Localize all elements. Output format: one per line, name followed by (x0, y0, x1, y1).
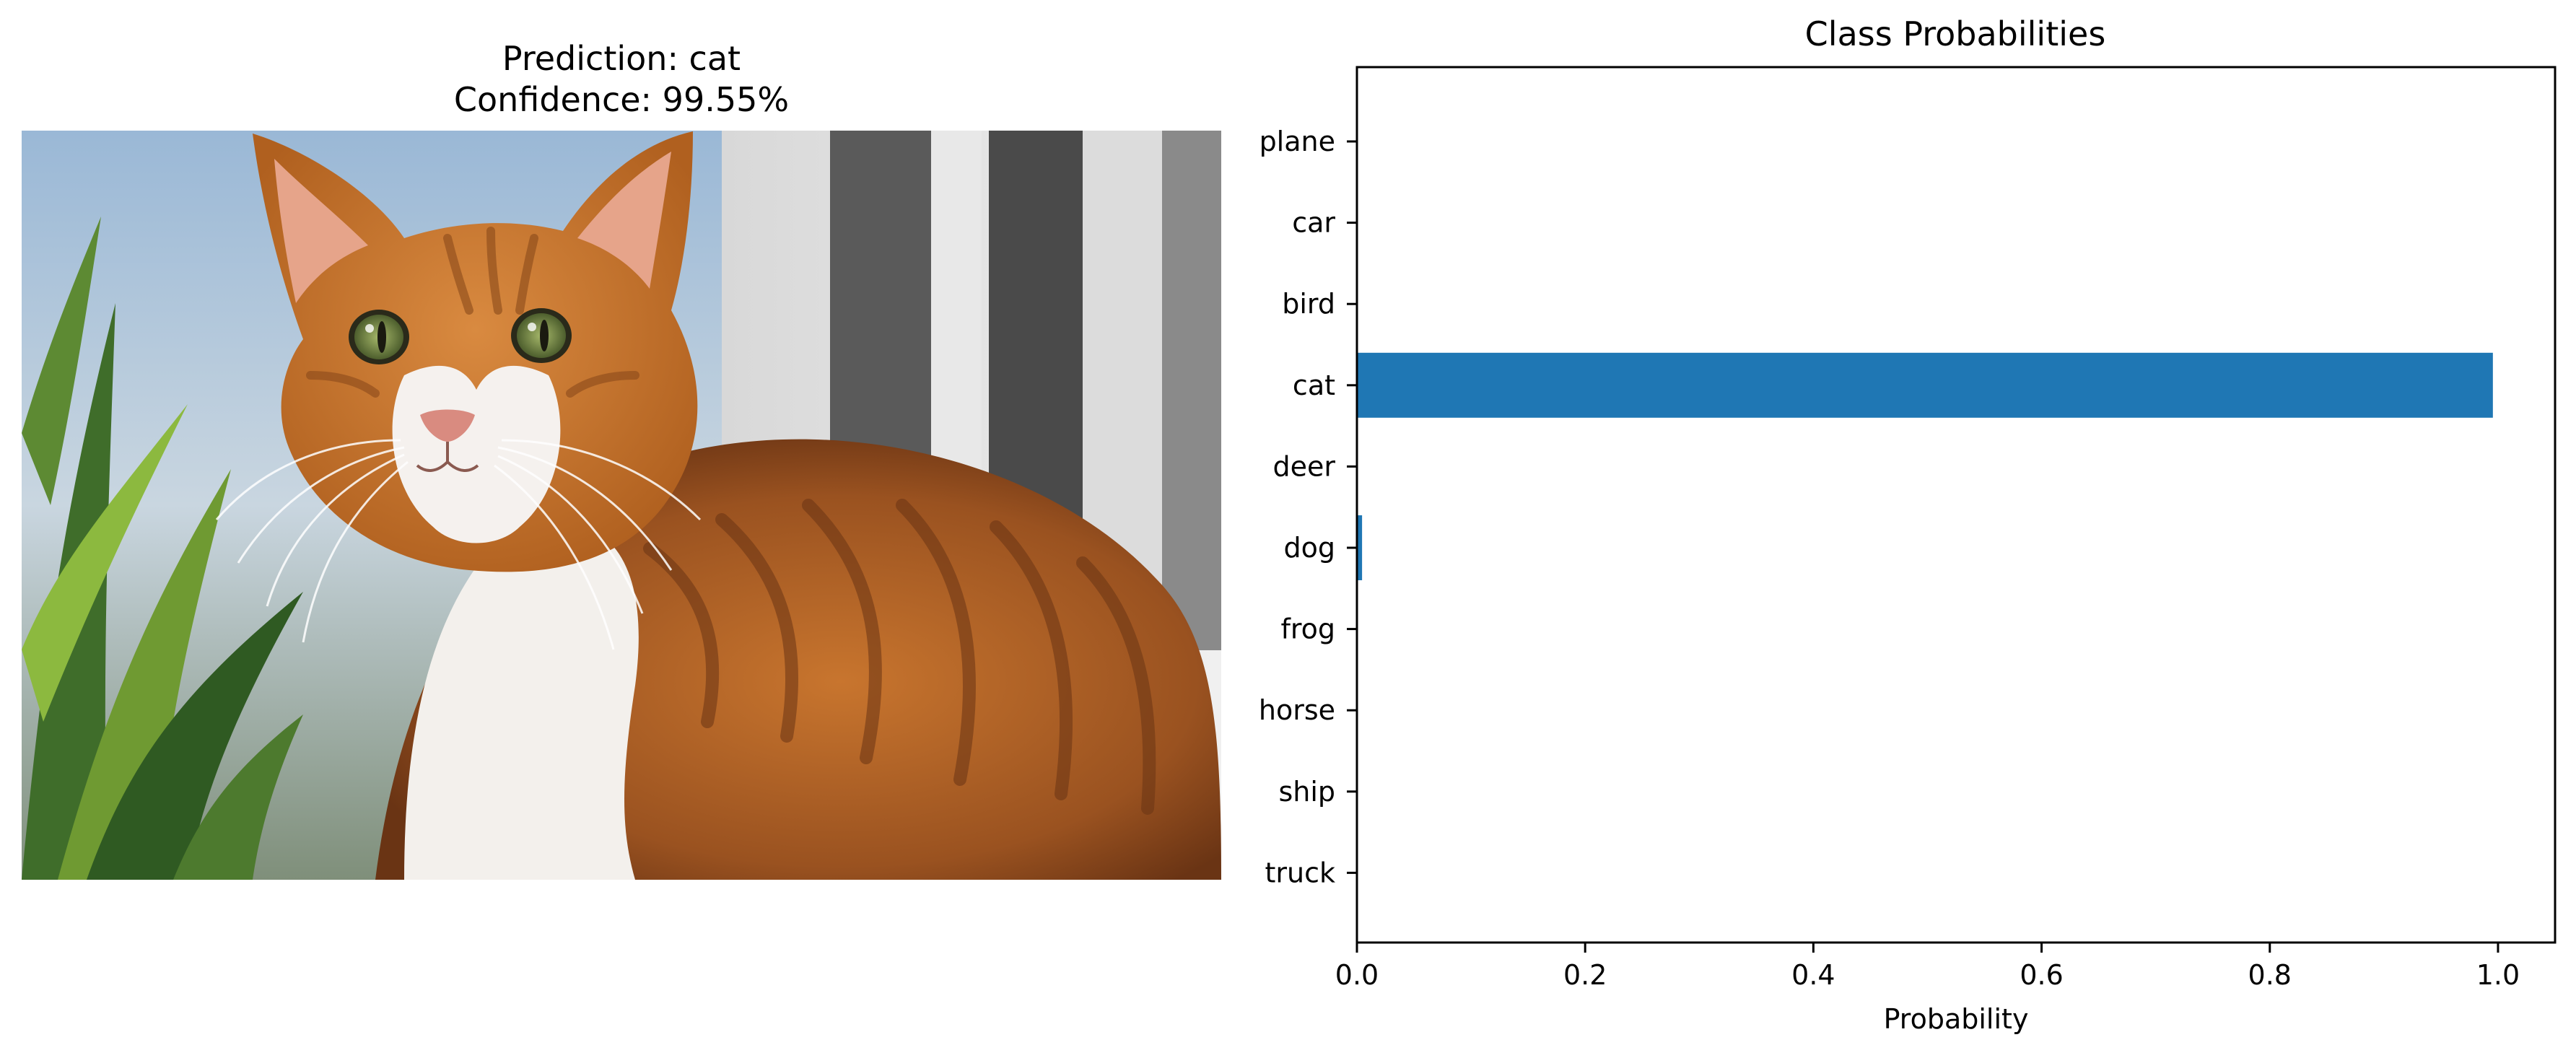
window-frame-dark-3 (1162, 131, 1221, 650)
prediction-title: Prediction: cat (502, 39, 741, 78)
y-tick-label-deer: deer (1272, 450, 1335, 482)
y-tick-label-dog: dog (1284, 532, 1336, 564)
bar-cat (1357, 352, 2493, 418)
chart-title: Class Probabilities (1805, 14, 2106, 53)
y-tick-label-plane: plane (1259, 126, 1335, 157)
y-tick-label-bird: bird (1282, 288, 1335, 320)
x-tick-label-5: 1.0 (2476, 959, 2520, 991)
plant-leaves (22, 217, 303, 880)
y-tick-label-ship: ship (1278, 776, 1335, 808)
y-tick-label-truck: truck (1265, 857, 1335, 888)
cat-chest (404, 517, 639, 880)
x-tick-label-4: 0.8 (2248, 959, 2292, 991)
x-tick-label-3: 0.6 (2020, 959, 2063, 991)
cat-muzzle (392, 365, 561, 543)
right-eye (511, 308, 572, 363)
x-axis-ticks: 0.0 0.2 0.4 0.6 0.8 1.0 (1335, 943, 2520, 991)
bar-dog (1357, 515, 1363, 580)
bars-group (1357, 352, 2493, 580)
y-axis-ticks: plane car bird cat deer dog frog horse ship truck (1259, 126, 1357, 888)
x-tick-label-0: 0.0 (1335, 959, 1379, 991)
left-eye (349, 310, 409, 364)
confidence-title: Confidence: 99.55% (454, 80, 789, 119)
plot-frame (1355, 66, 2557, 944)
x-tick-label-2: 0.4 (1791, 959, 1835, 991)
left-inner-ear (274, 159, 368, 303)
whiskers (215, 439, 702, 650)
y-tick-label-car: car (1292, 207, 1335, 239)
x-tick-label-1: 0.2 (1563, 959, 1607, 991)
x-axis-label: Probability (1884, 1003, 2029, 1035)
head-stripes (306, 227, 639, 398)
probability-chart: Class Probabilities plane car bird cat deer d… (1259, 14, 2557, 1035)
cat-mouth (416, 442, 479, 472)
cat-nose (420, 409, 475, 442)
y-tick-label-frog: frog (1280, 613, 1335, 645)
y-tick-label-horse: horse (1259, 694, 1335, 726)
cat-photo (22, 131, 1221, 880)
right-inner-ear (577, 152, 671, 289)
y-tick-label-cat: cat (1293, 370, 1335, 401)
